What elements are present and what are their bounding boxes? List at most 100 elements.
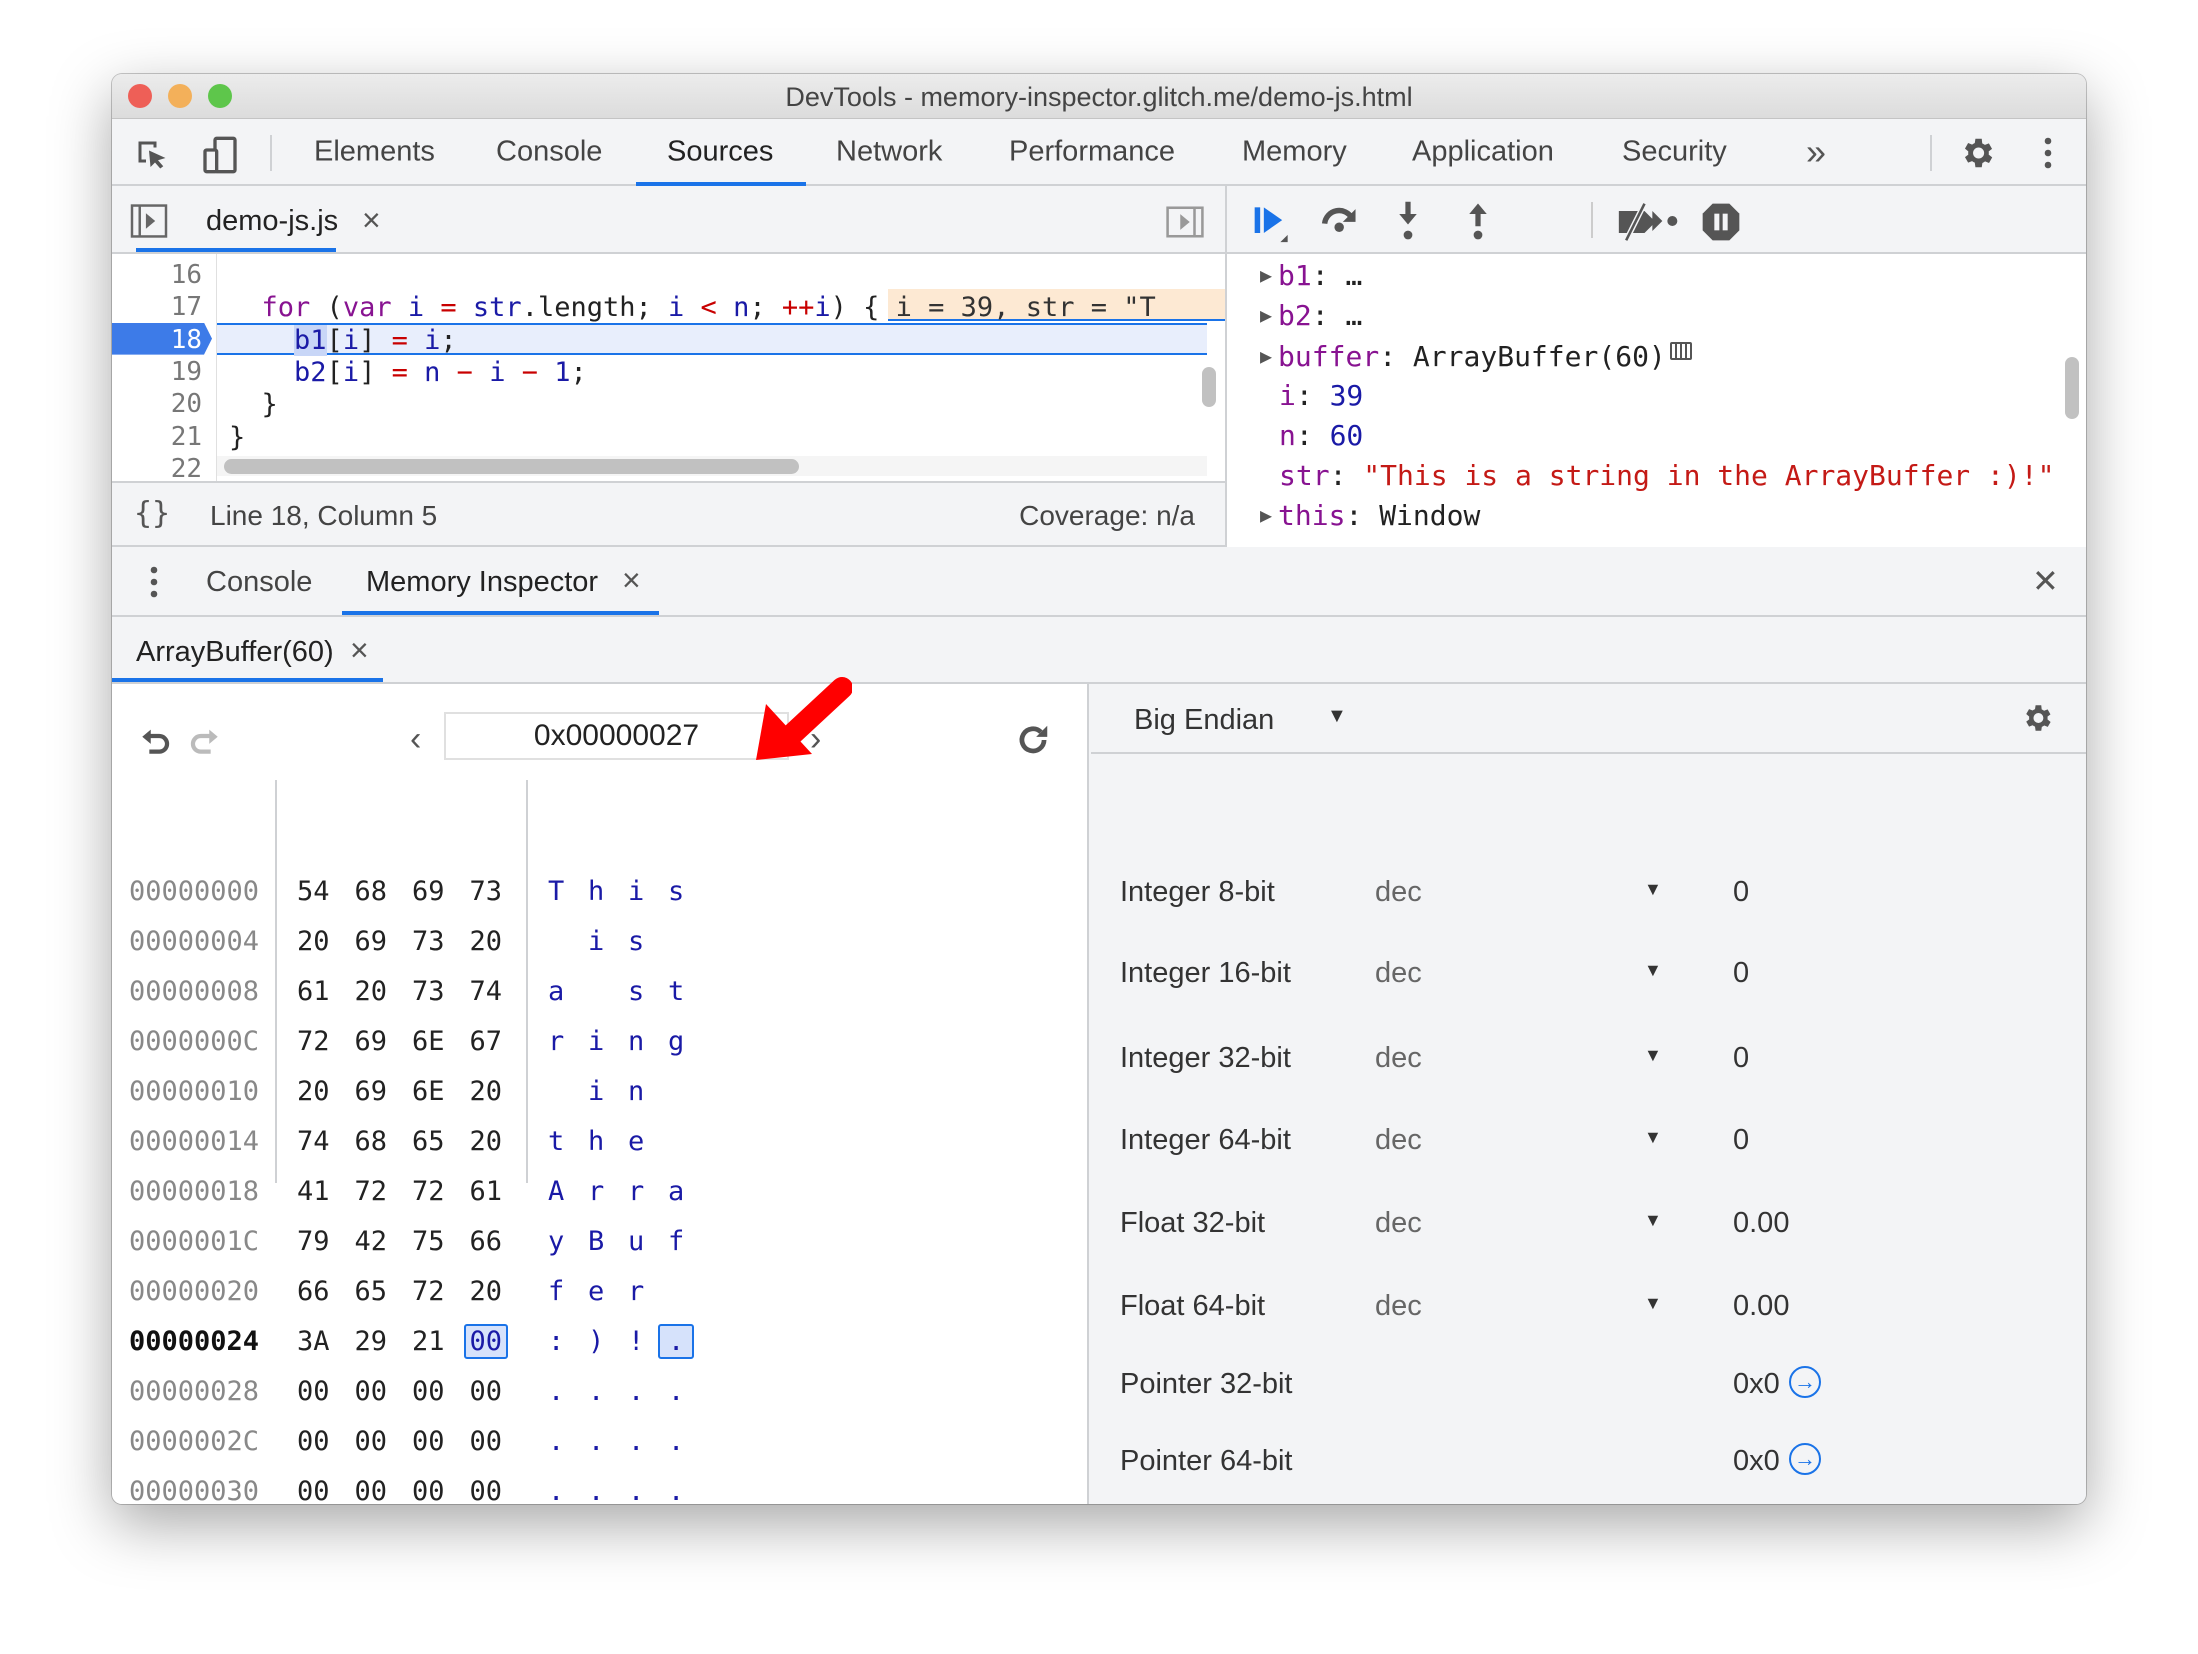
horizontal-scrollbar-thumb[interactable] (224, 459, 799, 474)
byte-cell[interactable]: 20 (469, 926, 503, 957)
byte-cell[interactable]: 72 (412, 1176, 445, 1207)
close-file-tab-button[interactable]: × (362, 202, 381, 238)
byte-cell[interactable]: 20 (469, 1076, 503, 1107)
value-format-select[interactable]: dec (1375, 1290, 1422, 1322)
undo-icon[interactable] (138, 724, 172, 758)
byte-cell[interactable]: 20 (297, 1076, 330, 1107)
byte-cell[interactable]: 69 (354, 926, 388, 957)
byte-cell[interactable]: 00 (463, 1324, 509, 1359)
ascii-cell[interactable]: . (588, 1476, 605, 1504)
byte-cell[interactable]: 73 (412, 926, 445, 957)
byte-cell[interactable]: 72 (354, 1176, 388, 1207)
byte-cell[interactable]: 69 (412, 876, 445, 907)
line-number[interactable]: 22 (170, 453, 202, 481)
minimize-window-button[interactable] (168, 84, 192, 108)
vertical-scrollbar-thumb[interactable] (1202, 367, 1216, 407)
byte-cell[interactable]: 74 (469, 976, 503, 1007)
line-number[interactable]: 20 (170, 389, 202, 420)
address-input[interactable] (444, 712, 789, 760)
ascii-cell[interactable]: ) (588, 1326, 605, 1357)
memory-inspector-icon[interactable] (1669, 342, 1692, 360)
next-page-button[interactable]: › (810, 720, 822, 758)
expand-triangle-icon[interactable]: ▶ (1260, 263, 1273, 287)
format-dropdown-caret-icon[interactable]: ▼ (1644, 1210, 1662, 1230)
ascii-cell[interactable]: . (668, 1376, 685, 1407)
more-tabs-button[interactable]: » (1806, 131, 1827, 172)
byte-cell[interactable]: 21 (412, 1326, 445, 1357)
byte-cell[interactable]: 6E (412, 1026, 445, 1057)
ascii-cell[interactable]: t (668, 976, 685, 1007)
value-format-select[interactable]: dec (1375, 1207, 1422, 1239)
ascii-cell[interactable] (668, 928, 684, 955)
pretty-print-button[interactable]: {} (134, 496, 171, 531)
byte-cell[interactable]: 00 (354, 1376, 388, 1407)
ascii-cell[interactable]: . (588, 1376, 605, 1407)
byte-cell[interactable]: 72 (412, 1276, 445, 1307)
byte-cell[interactable]: 20 (354, 976, 388, 1007)
format-dropdown-caret-icon[interactable]: ▼ (1644, 879, 1662, 899)
tab-sources[interactable]: Sources (667, 135, 774, 168)
byte-cell[interactable]: 6E (412, 1076, 445, 1107)
byte-cell[interactable]: 73 (469, 876, 503, 907)
drawer-tab-memory-inspector[interactable]: Memory Inspector (366, 566, 599, 598)
line-number[interactable]: 19 (170, 356, 202, 387)
jump-to-address-icon[interactable]: → (1789, 1366, 1821, 1398)
ascii-cell[interactable]: n (628, 1076, 645, 1107)
ascii-cell[interactable]: e (628, 1126, 645, 1157)
ascii-cell[interactable]: u (628, 1226, 645, 1257)
ascii-cell[interactable]: i (588, 1026, 605, 1057)
byte-cell[interactable]: 00 (412, 1476, 445, 1504)
ascii-cell[interactable]: f (548, 1276, 565, 1307)
toggle-debugger-icon[interactable] (1166, 206, 1204, 238)
byte-cell[interactable]: 20 (469, 1126, 503, 1157)
line-number[interactable]: 21 (170, 421, 202, 452)
byte-cell[interactable]: 74 (297, 1126, 330, 1157)
buffer-tab-arraybuffer[interactable]: ArrayBuffer(60) (136, 636, 334, 668)
ascii-cell[interactable]: T (548, 876, 565, 907)
ascii-cell[interactable]: r (588, 1176, 605, 1207)
jump-to-address-icon[interactable]: → (1789, 1443, 1821, 1475)
ascii-cell[interactable]: a (668, 1176, 685, 1207)
ascii-cell[interactable]: A (548, 1176, 565, 1207)
endianness-dropdown-caret-icon[interactable]: ▼ (1327, 705, 1347, 727)
drawer-tab-console[interactable]: Console (206, 566, 313, 598)
tab-console[interactable]: Console (496, 135, 603, 168)
byte-cell[interactable]: 69 (354, 1076, 388, 1107)
step-out-icon[interactable] (1463, 200, 1493, 242)
byte-cell[interactable]: 00 (297, 1426, 330, 1457)
ascii-cell[interactable]: . (658, 1324, 695, 1359)
byte-cell[interactable]: 72 (297, 1026, 330, 1057)
byte-cell[interactable]: 41 (297, 1176, 330, 1207)
ascii-cell[interactable]: s (628, 976, 645, 1007)
tab-security[interactable]: Security (1622, 135, 1727, 168)
pause-on-exceptions-icon[interactable] (1701, 202, 1741, 242)
ascii-cell[interactable]: h (588, 1126, 605, 1157)
scope-item-buffer[interactable]: ▶ buffer: ArrayBuffer(60) (1260, 342, 1692, 371)
redo-icon[interactable] (188, 724, 222, 758)
byte-cell[interactable]: 66 (297, 1276, 330, 1307)
tab-performance[interactable]: Performance (1009, 135, 1176, 168)
byte-cell[interactable]: 00 (469, 1476, 503, 1504)
byte-cell[interactable]: 00 (412, 1426, 445, 1457)
ascii-cell[interactable]: i (628, 876, 645, 907)
ascii-cell[interactable]: g (668, 1026, 685, 1057)
device-toolbar-icon[interactable] (200, 135, 240, 175)
format-dropdown-caret-icon[interactable]: ▼ (1644, 960, 1662, 980)
expand-triangle-icon[interactable]: ▶ (1260, 344, 1273, 368)
ascii-cell[interactable]: r (628, 1276, 645, 1307)
byte-cell[interactable]: 68 (354, 1126, 388, 1157)
ascii-cell[interactable]: s (628, 926, 645, 957)
value-format-select[interactable]: dec (1375, 1124, 1422, 1156)
format-dropdown-caret-icon[interactable]: ▼ (1644, 1045, 1662, 1065)
close-window-button[interactable] (128, 84, 152, 108)
ascii-cell[interactable]: i (588, 1076, 605, 1107)
byte-cell[interactable]: 00 (297, 1376, 330, 1407)
tab-network[interactable]: Network (836, 135, 943, 168)
byte-cell[interactable]: 61 (297, 976, 330, 1007)
horizontal-scrollbar[interactable] (217, 456, 1207, 476)
scope-scrollbar-thumb[interactable] (2065, 357, 2079, 419)
format-dropdown-caret-icon[interactable]: ▼ (1644, 1127, 1662, 1147)
endianness-select[interactable]: Big Endian (1134, 704, 1275, 736)
ascii-cell[interactable] (588, 978, 604, 1005)
byte-cell[interactable]: 00 (469, 1426, 503, 1457)
